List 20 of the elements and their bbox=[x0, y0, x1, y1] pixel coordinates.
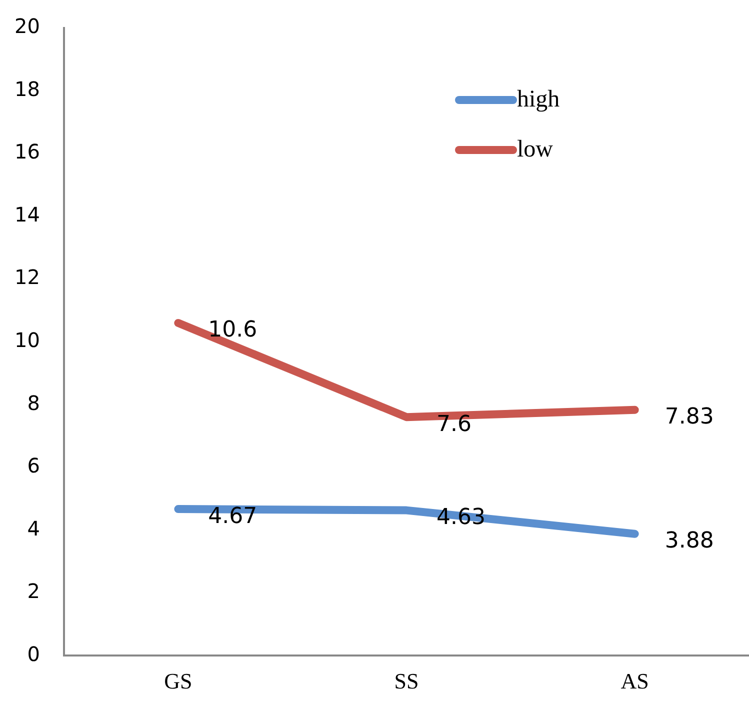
y-tick-label: 18 bbox=[14, 76, 40, 101]
y-tick-label: 10 bbox=[14, 328, 40, 352]
y-tick-label: 4 bbox=[27, 516, 40, 540]
data-label: 10.6 bbox=[208, 318, 258, 343]
y-tick-label: 2 bbox=[27, 579, 40, 604]
y-tick-label: 12 bbox=[14, 265, 40, 290]
y-tick-label: 20 bbox=[14, 14, 40, 38]
y-tick-label: 16 bbox=[14, 140, 40, 164]
data-label: 3.88 bbox=[664, 528, 714, 554]
data-label: 7.6 bbox=[436, 412, 472, 437]
legend-label: high bbox=[517, 86, 560, 112]
y-tick-label: 8 bbox=[27, 390, 40, 415]
y-tick-label: 0 bbox=[27, 642, 40, 666]
legend-label: low bbox=[517, 136, 554, 162]
y-tick-label: 6 bbox=[27, 454, 40, 478]
data-label: 7.83 bbox=[664, 404, 714, 430]
x-tick-label: GS bbox=[164, 668, 192, 694]
x-tick-label: AS bbox=[620, 668, 649, 694]
y-tick-label: 14 bbox=[14, 202, 40, 226]
x-tick-label: SS bbox=[394, 668, 419, 694]
